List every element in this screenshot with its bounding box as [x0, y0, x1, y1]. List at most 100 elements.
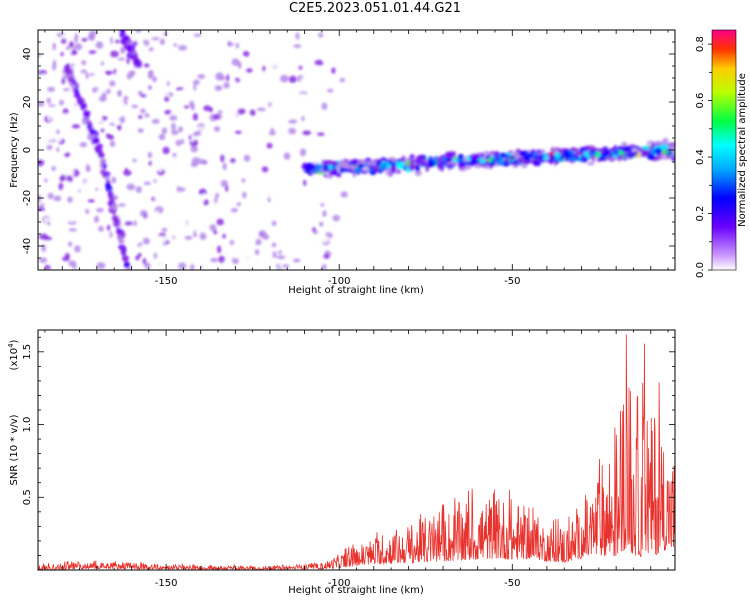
spectrogram-cell: [199, 190, 203, 195]
chart-title: C2E5.2023.051.01.44.G21: [288, 1, 462, 16]
spectrogram-cell: [257, 78, 265, 85]
spectrogram-cell: [38, 265, 44, 270]
spectrogram-cell: [155, 210, 160, 217]
spectrogram-cell: [614, 151, 618, 155]
spectrogram-cell: [530, 151, 535, 156]
spectrogram-cell: [163, 157, 168, 164]
spectrogram-cell: [96, 262, 106, 270]
spectrogram-cell: [308, 93, 312, 98]
spectrogram-cell: [301, 115, 305, 122]
spectrogram-cell: [304, 164, 309, 168]
spectrogram-cell: [144, 192, 150, 199]
spectrogram-cell: [135, 30, 142, 33]
spectrogram-cell: [504, 160, 508, 164]
spectrogram-cell: [232, 66, 237, 73]
spectrogram-cell: [621, 146, 628, 152]
spectrogram-cell: [191, 157, 201, 166]
spectrogram-cell: [341, 168, 349, 172]
spectrogram-cell: [217, 110, 223, 114]
spectrogram-cell: [94, 215, 99, 223]
spectrogram-cell: [111, 73, 121, 78]
spectrogram-cell: [180, 111, 184, 116]
spectrogram-cell: [279, 74, 289, 83]
spectrogram-cell: [654, 147, 663, 154]
spectrogram-cell: [222, 51, 228, 59]
spectrogram-cell: [186, 260, 192, 265]
spectrogram-cell: [273, 166, 281, 173]
spectrogram-cell: [126, 210, 131, 214]
spectrogram-cell: [187, 216, 197, 225]
spectrogram-cell: [223, 82, 230, 89]
spectrogram-cell: [313, 208, 323, 213]
spectrogram-cell: [59, 244, 64, 250]
spectrogram-cell: [555, 152, 561, 159]
spectrogram-cell: [318, 32, 324, 38]
spectrogram-cell: [52, 59, 57, 67]
spectrogram-cell: [158, 133, 166, 141]
spectrogram-cell: [63, 88, 70, 92]
spectrogram-cell: [340, 191, 348, 198]
spectrogram-cell: [148, 160, 152, 166]
spectrogram-cell: [248, 226, 253, 232]
spectrogram-cell: [312, 169, 317, 174]
spectrogram-cell: [151, 247, 157, 252]
spectrogram-cell: [277, 133, 286, 138]
spectrogram-cell: [323, 54, 330, 63]
spectrogram-cell: [38, 159, 45, 167]
spectrogram-cell: [202, 66, 207, 73]
spectrogram-cell: [122, 126, 127, 133]
spectrogram-cell: [225, 146, 231, 151]
spectrogram-cell: [162, 146, 170, 155]
spectrogram-cell: [260, 182, 265, 189]
snr-series-line: [38, 334, 675, 570]
spectrogram-cell: [238, 101, 242, 107]
x-tick-label: -150: [155, 276, 178, 287]
spectrogram-cell: [142, 159, 149, 163]
x-tick-label: -100: [328, 578, 351, 589]
spectrogram-cell: [113, 119, 121, 125]
spectrogram-cell: [321, 30, 330, 35]
spectrogram-cell: [240, 220, 249, 226]
spectrogram-cell: [230, 79, 237, 85]
spectrogram-cell: [333, 109, 339, 117]
spectrogram-cell: [191, 136, 195, 142]
x-tick-label: -100: [328, 276, 351, 287]
spectrogram-cell: [197, 74, 206, 79]
spectrogram-cell: [339, 77, 346, 83]
spectrogram-cell: [346, 148, 351, 153]
spectrogram-cell: [273, 189, 281, 194]
spectrogram-cell: [553, 158, 559, 162]
spectrogram-cell: [148, 69, 154, 78]
spectrogram-cell: [65, 181, 72, 187]
spectrogram-cell: [143, 181, 151, 186]
spectrogram-cell: [205, 231, 213, 236]
spectrogram-cell: [325, 174, 334, 179]
spectrogram-cell: [53, 195, 62, 202]
spectrogram-cell: [144, 262, 151, 269]
spectrogram-cell: [133, 219, 137, 227]
spectrogram-cell: [169, 115, 178, 121]
spectrogram-cell: [130, 77, 140, 82]
spectrogram-cell: [216, 218, 224, 226]
spectrogram-cell: [99, 151, 105, 159]
spectrogram-cell: [88, 152, 98, 159]
spectrogram-y-ticks: 40 20 0 -20 -40: [22, 29, 675, 271]
spectrogram-cell: [192, 113, 198, 121]
spectrogram-cell: [234, 130, 242, 134]
spectrogram-cell: [53, 92, 62, 100]
spectrogram-cell: [306, 178, 310, 184]
spectrogram-cell: [482, 164, 491, 169]
spectrogram-cell: [72, 265, 77, 270]
spectrogram-cell: [43, 236, 53, 241]
spectrogram-cell: [175, 87, 185, 91]
spectrogram-cell: [457, 154, 464, 159]
spectrogram-cell: [642, 149, 648, 154]
spectrogram-cell: [145, 133, 153, 140]
spectrogram-cell: [188, 134, 192, 141]
spectrogram-cell: [142, 168, 148, 175]
x-tick-label: -150: [155, 578, 178, 589]
spectrogram-cell: [43, 217, 51, 222]
spectrogram-cell: [249, 109, 256, 117]
spectrogram-cell: [151, 118, 160, 124]
spectrogram-cell: [288, 142, 294, 151]
